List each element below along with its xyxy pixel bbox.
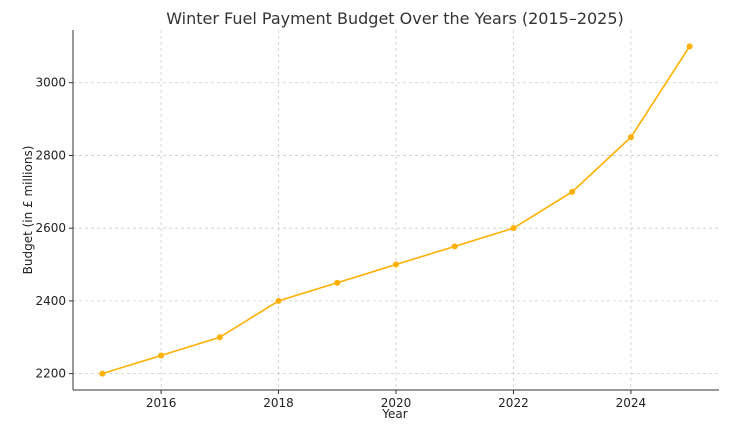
data-point [393, 261, 399, 268]
x-tick-label: 2024 [616, 396, 647, 410]
y-tick-label: 2600 [35, 221, 66, 235]
y-axis-label: Budget (in £ millions) [21, 146, 35, 275]
data-point [686, 43, 693, 50]
x-axis-label: Year [381, 407, 407, 421]
y-tick-label: 2800 [35, 148, 66, 162]
data-point [627, 134, 634, 141]
y-tick-label: 2200 [35, 367, 66, 381]
x-tick-label: 2018 [263, 396, 294, 410]
ticks: 2016 2018 2020 2022 2024 2200 2400 2600 2800 3000 [35, 76, 646, 410]
x-tick-label: 2020 [381, 396, 412, 410]
data-point [158, 352, 165, 359]
data-point [275, 297, 282, 304]
data-point [451, 243, 458, 250]
grid [73, 30, 719, 390]
chart-title: Winter Fuel Payment Budget Over the Year… [166, 9, 624, 28]
y-tick-label: 3000 [35, 76, 66, 90]
x-tick-label: 2016 [146, 396, 177, 410]
data-point [334, 279, 341, 286]
plot-area [99, 43, 693, 377]
data-point [569, 188, 576, 195]
y-tick-label: 2400 [35, 294, 66, 308]
x-tick-label: 2022 [498, 396, 529, 410]
data-point [216, 334, 223, 341]
data-point [510, 225, 517, 232]
data-point [99, 370, 106, 377]
